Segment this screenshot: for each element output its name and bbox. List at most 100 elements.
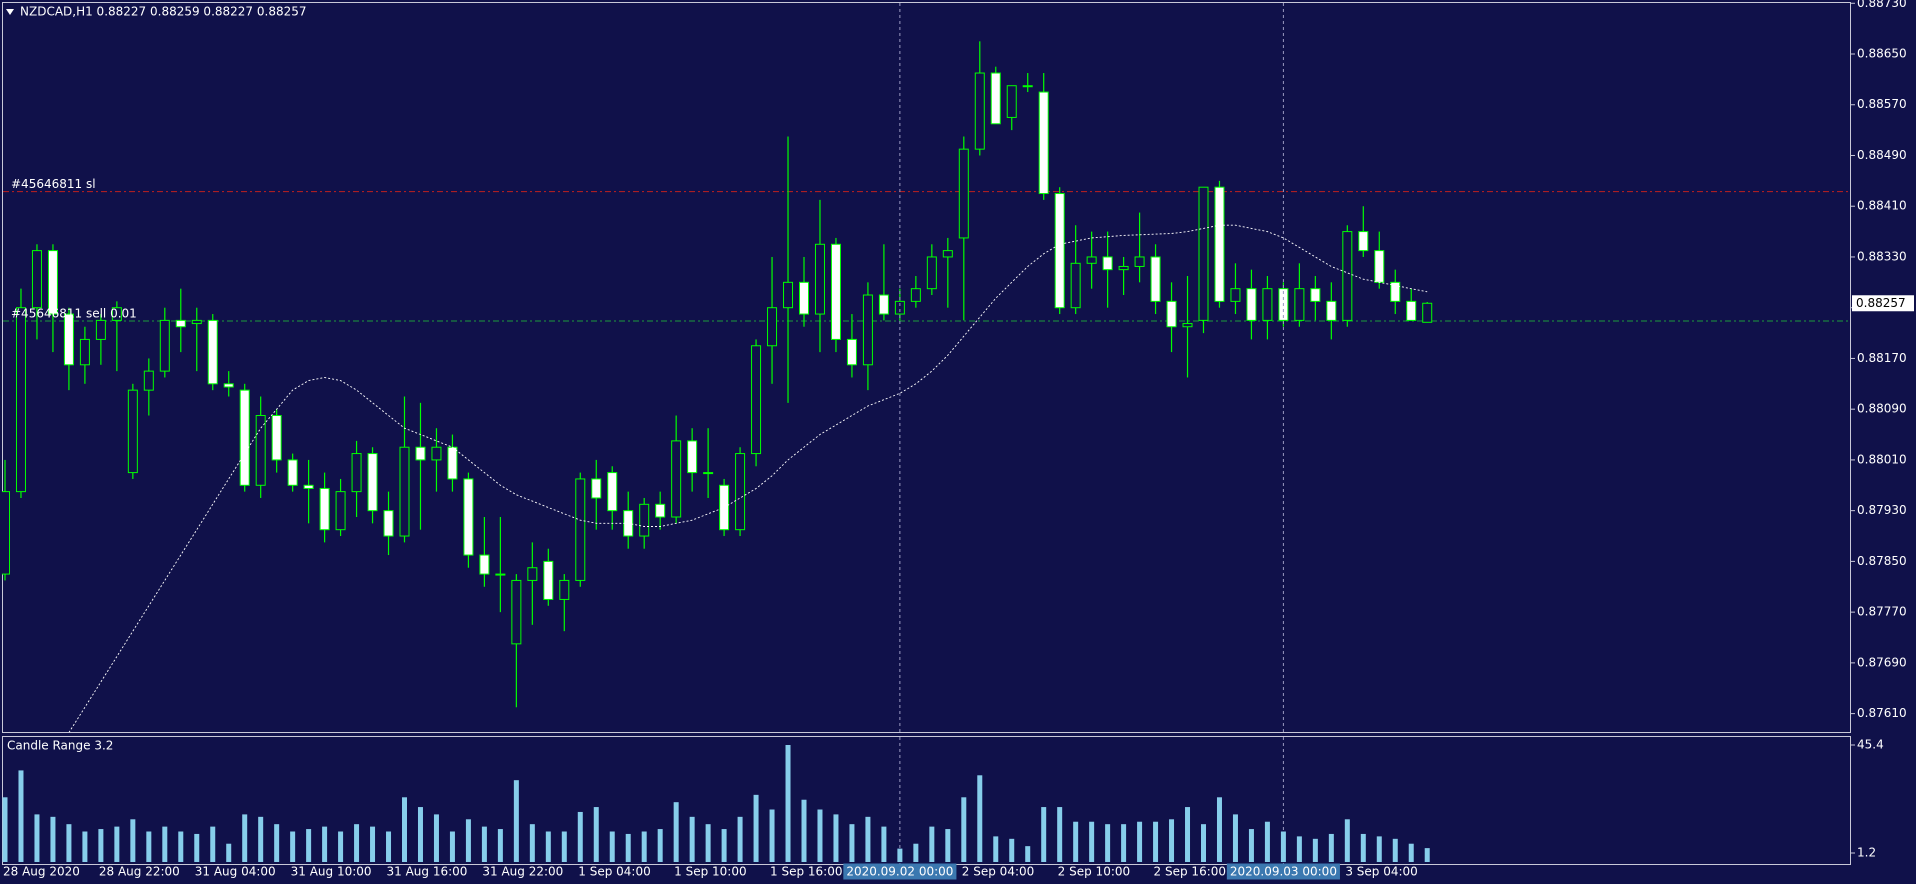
range-bar — [1121, 824, 1127, 862]
candle-body-bear — [383, 510, 394, 537]
candle-body-bear — [543, 560, 554, 600]
range-bar — [513, 780, 519, 862]
range-bar — [849, 824, 855, 862]
range-bar — [865, 816, 871, 862]
separator-date-box — [843, 863, 957, 880]
separator-date-box — [1226, 863, 1340, 880]
range-bar — [481, 826, 487, 862]
candle-body-bull — [335, 491, 346, 531]
candle-body-bull — [814, 243, 825, 315]
candle-body-bear — [1406, 300, 1417, 321]
candle-body-bear — [878, 294, 889, 315]
range-bar — [1280, 831, 1286, 862]
candle-body-bull — [671, 440, 682, 518]
range-bar — [449, 831, 455, 862]
candle-body-bull — [511, 579, 522, 645]
range-bar — [913, 843, 919, 862]
candle-body-bull — [95, 319, 106, 340]
chart-title: NZDCAD,H1 0.88227 0.88259 0.88227 0.8825… — [20, 5, 307, 19]
range-bar — [386, 831, 392, 862]
x-tick-label: 3 Sep 04:00 — [1345, 865, 1417, 879]
range-bar — [593, 807, 599, 862]
range-bar — [1201, 824, 1206, 862]
menu-triangle[interactable] — [6, 9, 14, 15]
plot-area — [2, 41, 1851, 732]
range-bar — [1376, 836, 1382, 862]
candle-body-bull — [527, 567, 538, 581]
candle-body-bull — [111, 307, 122, 321]
x-tick-label: 31 Aug 10:00 — [291, 865, 372, 879]
y-tick-label: 45.4 — [1857, 738, 1884, 752]
x-tick-label: 1 Sep 16:00 — [770, 865, 842, 879]
range-bar — [1248, 829, 1254, 862]
candle-body-bear — [1166, 300, 1177, 328]
candle-body-bear — [1054, 193, 1065, 309]
x-tick-label: 1 Sep 10:00 — [674, 865, 746, 879]
range-bar — [433, 814, 439, 862]
candle-body-bear — [1390, 281, 1401, 302]
range-bar — [82, 831, 88, 862]
y-tick-label: 0.87610 — [1857, 706, 1907, 720]
range-bar — [657, 829, 663, 862]
range-bar — [1169, 819, 1175, 862]
main-panel — [2, 2, 1851, 733]
candle-body-bull — [575, 478, 586, 581]
range-bar — [50, 816, 56, 862]
range-bar — [673, 802, 679, 862]
range-bar — [322, 826, 328, 862]
candle-body-bear — [1310, 288, 1321, 302]
range-bar — [1408, 843, 1414, 862]
range-bar — [1344, 819, 1350, 862]
range-bar — [2, 797, 8, 862]
range-bar — [1041, 807, 1047, 862]
range-bar — [146, 831, 152, 862]
range-bar — [354, 824, 360, 862]
range-bar — [1057, 807, 1063, 862]
candle-body-bull — [191, 319, 202, 325]
candle-body-bull — [862, 294, 873, 366]
range-bar — [929, 826, 935, 862]
range-bar — [817, 809, 823, 862]
y-tick-label: 0.88170 — [1857, 351, 1907, 365]
range-bar — [801, 799, 807, 862]
candle-body-bull — [926, 256, 937, 290]
range-bar — [274, 824, 280, 862]
candle-body-bull — [751, 345, 762, 455]
candle-body-bear — [607, 472, 618, 512]
candle-body-bull — [15, 307, 26, 493]
x-tick-label: 31 Aug 04:00 — [195, 865, 276, 879]
candle-body-bull — [767, 307, 778, 347]
range-bar — [162, 826, 168, 862]
range-bar — [1424, 848, 1430, 862]
range-bar — [977, 775, 983, 862]
candle-body-bull — [1198, 186, 1209, 321]
range-bar — [1392, 838, 1398, 862]
candle-body-bear — [447, 446, 458, 480]
range-bar — [1153, 821, 1159, 862]
y-tick-label: 0.88090 — [1857, 402, 1907, 416]
y-tick-label: 0.88730 — [1857, 0, 1907, 10]
candle-body-bear — [1246, 288, 1257, 321]
candle-body-bear — [479, 554, 490, 575]
range-bar — [1185, 807, 1191, 862]
candle-body-bull — [79, 338, 90, 366]
y-tick-label: 0.88410 — [1857, 199, 1907, 213]
range-bar — [210, 826, 216, 862]
x-tick-label: 2 Sep 04:00 — [962, 865, 1034, 879]
candle-body-bear — [207, 319, 218, 385]
range-bar — [1360, 833, 1366, 862]
order-label: #45646811 sl — [11, 177, 96, 191]
candle-body-bull — [559, 579, 570, 600]
range-bar — [1216, 797, 1222, 862]
candle-body-bear — [830, 243, 841, 340]
current-price-label: 0.88257 — [1856, 296, 1906, 310]
range-bar — [1312, 838, 1318, 862]
candle-body-bear — [1326, 300, 1337, 321]
candle-body-bull — [942, 250, 953, 258]
candle-body-bear — [223, 383, 234, 388]
candle-body-bull — [958, 148, 969, 239]
candle-body-bull — [31, 250, 42, 309]
range-bar — [625, 833, 631, 862]
y-tick-label: 0.88490 — [1857, 148, 1907, 162]
